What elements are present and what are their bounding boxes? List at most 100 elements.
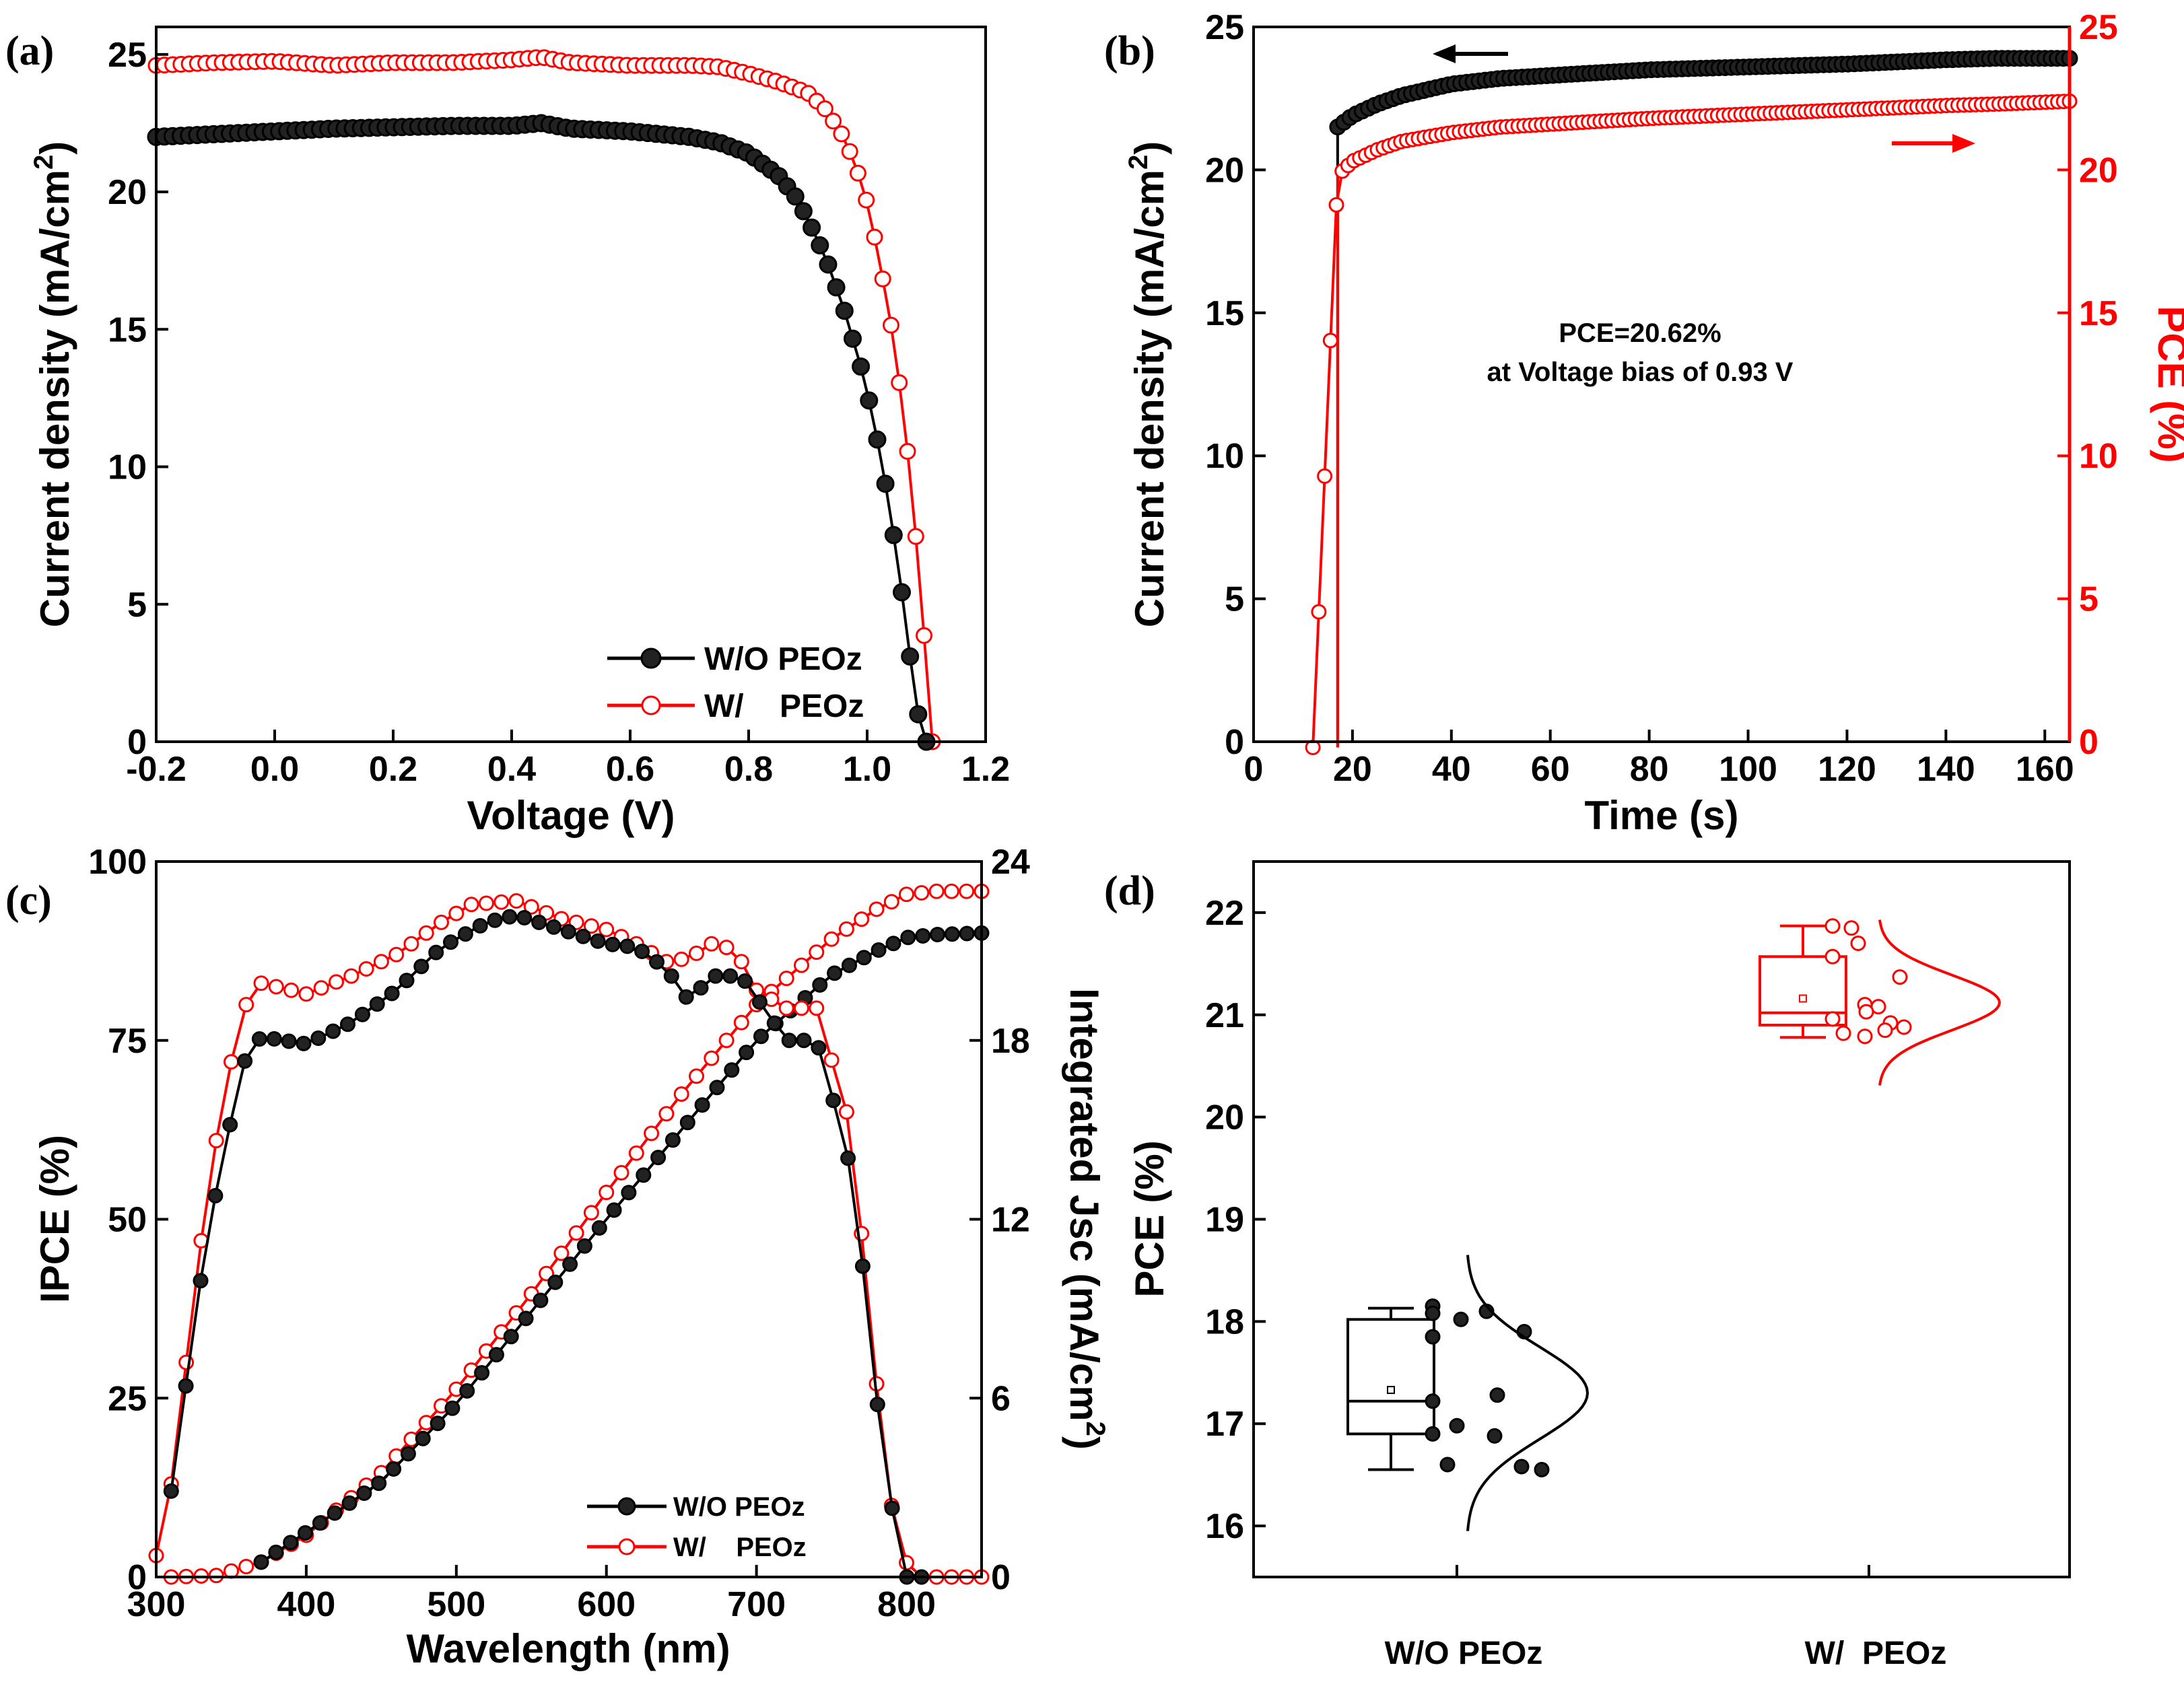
panel-a-wo-peoz-point [827,278,846,297]
panel-c-ipce-w-peoz-point [689,945,704,961]
panel-a-w-peoz-point [874,270,891,287]
panel-a-x-tick-label: 0.4 [487,750,536,789]
panel-b-x-tick-label: 40 [1432,750,1471,789]
panel-c-jsc-w-peoz-point [943,883,959,899]
panel-b-x-label: Time (s) [1585,793,1739,838]
panel-b-right-y-tick-label: 15 [2079,294,2118,333]
panel-c-jsc-w-peoz-point [778,971,794,987]
panel-a-w-peoz-point [883,316,899,334]
panel-c-ipce-wo-peoz-point [516,910,533,925]
panel-c-jsc-wo-peoz-point [327,1505,343,1521]
panel-d-y-tick-label: 16 [1205,1507,1244,1546]
panel-a-wo-peoz-point [811,236,829,254]
panel-d-point [1843,920,1859,936]
panel-a-y-label-end: ) [32,141,77,155]
panel-c-jsc-wo-peoz-point [621,1185,637,1201]
panel-c-jsc-w-peoz-point [794,957,809,973]
panel-a-wo-peoz-point [909,705,928,724]
panel-c-ipce-wo-peoz-point [590,933,606,949]
panel-c-ipce-wo-peoz-point [266,1031,282,1047]
panel-b-y-label-right: PCE (%) [2150,306,2184,462]
panel-d-distribution-curve [1878,919,2002,1086]
panel-c-jsc-wo-peoz-point [533,1292,549,1308]
panel-c-jsc-wo-peoz-point [430,1415,446,1432]
panel-c-ipce-wo-peoz-point [281,1033,297,1049]
panel-a-x-tick-label: 0.6 [606,750,654,789]
panel-c-ipce-wo-peoz-point [619,938,636,954]
panel-c-ipce-wo-peoz-point [413,958,430,975]
panel-b-x-tick-label: 100 [1719,750,1777,789]
panel-b-pce-point [1317,468,1333,484]
panel-d-mean-marker [1799,994,1807,1003]
panel-c-ipce-wo-peoz-point [869,1397,885,1413]
panel-c-y-tick-label: 50 [108,1201,147,1240]
panel-a-y-tick-label: 25 [108,36,147,75]
panel-b-y-tick-label: 20 [1205,151,1244,190]
panel-d-point [1439,1457,1456,1473]
panel-a-y-tick-label: 20 [108,173,147,212]
panel-c-jsc-wo-peoz-point [753,1028,769,1045]
panel-c-ipce-w-peoz-point [733,954,749,970]
panel-c-jsc-wo-peoz-point [400,1446,416,1462]
legend-a-label-w: W/ PEOz [704,689,864,724]
panel-c-ipce-wo-peoz-point [663,968,679,984]
panel-c-jsc-wo-peoz-point [547,1274,564,1290]
panel-a-legend: W/O PEOz W/ PEOz [607,641,864,724]
panel-c-jsc-wo-peoz-point [636,1167,652,1183]
panel-c-jsc-wo-peoz-point [915,928,931,944]
panel-c-jsc-wo-peoz-point [341,1495,357,1511]
panel-c-y-tick-label: 25 [108,1379,147,1418]
panel-c-ipce-wo-peoz-point [708,968,724,984]
panel-a-wo-peoz-point [860,391,879,410]
panel-d-point [1858,1004,1874,1020]
panel-a-y-label-sup: 2 [29,155,59,170]
panel-a-w-peoz-line [156,56,934,742]
panel-c-jsc-w-peoz-point [823,931,840,947]
panel-d-y-tick-label: 21 [1205,996,1244,1035]
panel-c-jsc-w-peoz-point [553,1245,570,1261]
panel-a-y-tick-label: 15 [108,310,147,349]
panel-a-x-tick-label: -0.2 [126,750,186,789]
panel-d-box [1346,1318,1435,1436]
panel-c-jsc-wo-peoz-point [488,1347,504,1363]
panel-b-y-label-main: Current density (mA/cm [1127,170,1172,627]
panel-b-pce-point [1328,197,1344,213]
panel-b-y-tick-label: 25 [1205,8,1244,47]
panel-b-y-label: Current density (mA/cm2) [1124,141,1172,627]
panel-c-ipce-w-peoz-point [809,1000,825,1016]
panel-c-jsc-wo-peoz-point [268,1544,284,1560]
panel-c-ipce-wo-peoz-point [340,1016,355,1032]
panel-c-ipce-wo-peoz-point [605,936,621,952]
panel-c-ipce-wo-peoz-point [193,1273,209,1289]
panel-c-jsc-wo-peoz-point [709,1080,725,1096]
panel-d-y-tick-label: 19 [1205,1201,1244,1240]
panel-c-ipce-w-peoz-point [283,982,300,998]
panel-c-jsc-wo-peoz-point [679,1115,695,1131]
panel-c-ipce-w-peoz-point [343,968,360,984]
panel-c-jsc-wo-peoz-line [260,932,982,1564]
panel-c-ipce-wo-peoz-point [825,1092,842,1109]
panel-d-category-2: W/ PEOz [1805,1636,1947,1671]
panel-d-y-ticks: 16 17 18 19 20 21 22 [1205,894,1266,1546]
panel-d-category-1: W/O PEOz [1385,1636,1543,1671]
panel-d-y-tick-label: 18 [1205,1302,1244,1341]
panel-d-y-tick-label: 20 [1205,1098,1244,1137]
panel-c-ipce-wo-peoz-point [178,1378,194,1394]
panel-a-w-peoz-point [825,112,842,130]
panel-c-ipce-wo-peoz-point [163,1483,179,1499]
panel-c-jsc-wo-peoz-point [606,1202,622,1218]
panel-a-x-tick-label: 1.0 [843,750,891,789]
legend-a-label-wo: W/O PEOz [704,641,862,677]
panel-c-jsc-wo-peoz-point [444,1400,460,1416]
panel-c-ipce-w-peoz-point [493,894,510,910]
panel-c-jsc-wo-peoz-point [371,1475,387,1492]
panel-c-ipce-wo-peoz-point [310,1030,327,1046]
panel-c-right-y-tick-label: 24 [991,843,1030,882]
legend-c-marker-wo [617,1497,636,1516]
panel-c-ipce-w-peoz-point [418,925,434,941]
legend-c-label-wo: W/O PEOz [673,1492,805,1522]
panel-c-ipce-w-peoz-point [523,899,539,915]
panel-d-y-label: PCE (%) [1127,1140,1172,1297]
panel-d-x-ticks [1456,1565,1870,1577]
panel-c-jsc-w-peoz-point [704,1050,720,1066]
